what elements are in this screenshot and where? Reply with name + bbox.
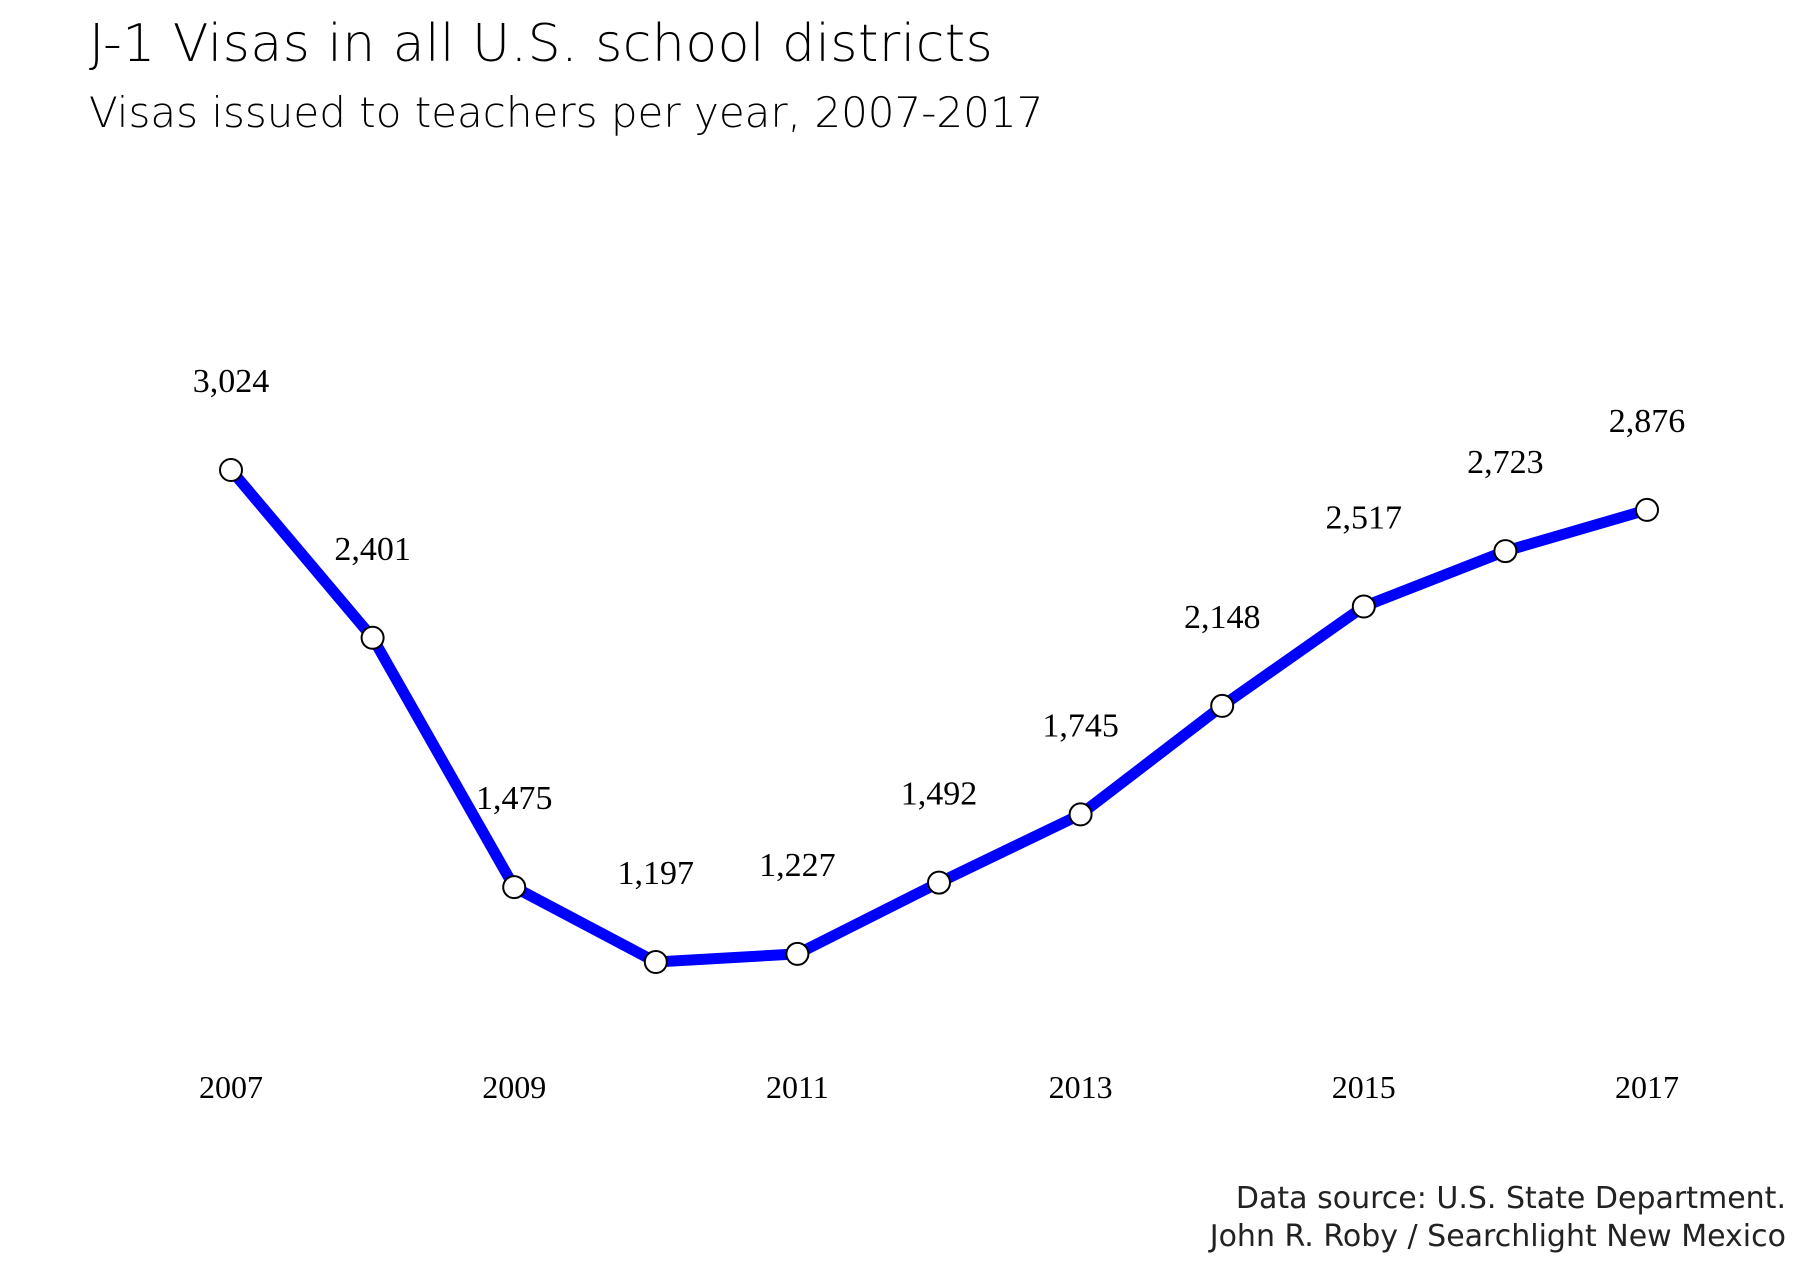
data-point-2007 [219,458,243,482]
data-label-2009: 1,475 [476,780,553,817]
data-label-2011: 1,227 [759,847,836,884]
x-tick-label-2009: 2009 [482,1069,546,1105]
data-point-2017 [1635,497,1659,522]
data-label-2016: 2,723 [1467,444,1544,481]
x-tick-label-2011: 2011 [766,1069,829,1105]
source-line-2: John R. Roby / Searchlight New Mexico [1209,1219,1786,1254]
data-point-2014 [1210,693,1235,718]
data-point-2012 [927,870,951,895]
data-point-2010 [643,950,668,974]
source-note: Data source: U.S. State Department. John… [1210,1180,1786,1256]
chart-subtitle: Visas issued to teachers per year, 2007-… [89,88,1044,137]
data-label-2007: 3,024 [193,363,270,400]
data-label-2014: 2,148 [1184,599,1261,636]
x-tick-label-2007: 2007 [199,1069,263,1105]
data-point-2013 [1068,802,1093,827]
data-point-2016 [1493,539,1518,564]
chart-title: J-1 Visas in all U.S. school districts [89,14,994,74]
data-point-2015 [1351,594,1376,619]
x-tick-label-2017: 2017 [1615,1069,1679,1105]
data-label-2010: 1,197 [618,855,695,892]
x-tick-label-2013: 2013 [1049,1069,1113,1105]
data-label-2015: 2,517 [1326,500,1403,537]
source-line-1: Data source: U.S. State Department. [1235,1181,1786,1216]
data-label-2017: 2,876 [1609,403,1686,440]
data-label-2012: 1,492 [901,776,978,813]
data-label-2013: 1,745 [1042,707,1119,744]
x-tick-label-2015: 2015 [1332,1069,1396,1105]
data-label-2008: 2,401 [334,531,411,568]
data-point-2009 [502,875,527,900]
data-point-2008 [360,625,385,650]
data-point-2011 [785,941,810,966]
